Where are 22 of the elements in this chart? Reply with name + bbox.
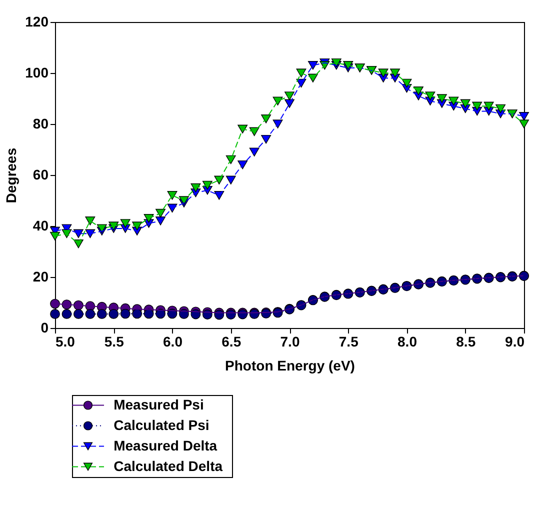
x-tick-label: 5.0	[56, 334, 76, 350]
x-tick-label: 6.5	[222, 334, 242, 350]
x-axis-title: Photon Energy (eV)	[225, 358, 355, 374]
x-tick-label: 8.0	[398, 334, 418, 350]
y-tick-label: 0	[40, 320, 49, 336]
y-tick-label: 80	[32, 116, 49, 132]
y-tick-label: 60	[32, 166, 49, 182]
y-tick-label: 120	[25, 14, 49, 30]
x-tick-label: 7.0	[280, 334, 300, 350]
y-axis-title: Degrees	[3, 148, 20, 204]
x-tick-label: 8.5	[456, 334, 476, 350]
x-tick-label: 9.0	[505, 334, 525, 350]
x-tick-label: 6.0	[163, 334, 183, 350]
legend-label: Calculated Psi	[114, 416, 210, 433]
x-tick-label: 7.5	[338, 334, 359, 350]
legend-label: Calculated Delta	[114, 458, 223, 474]
legend-label: Measured Psi	[114, 396, 204, 412]
legend-label: Measured Delta	[114, 437, 218, 454]
y-tick-label: 100	[25, 64, 49, 80]
x-tick-label: 5.5	[104, 334, 124, 350]
y-tick-label: 40	[32, 218, 49, 234]
y-tick-label: 20	[32, 268, 49, 284]
